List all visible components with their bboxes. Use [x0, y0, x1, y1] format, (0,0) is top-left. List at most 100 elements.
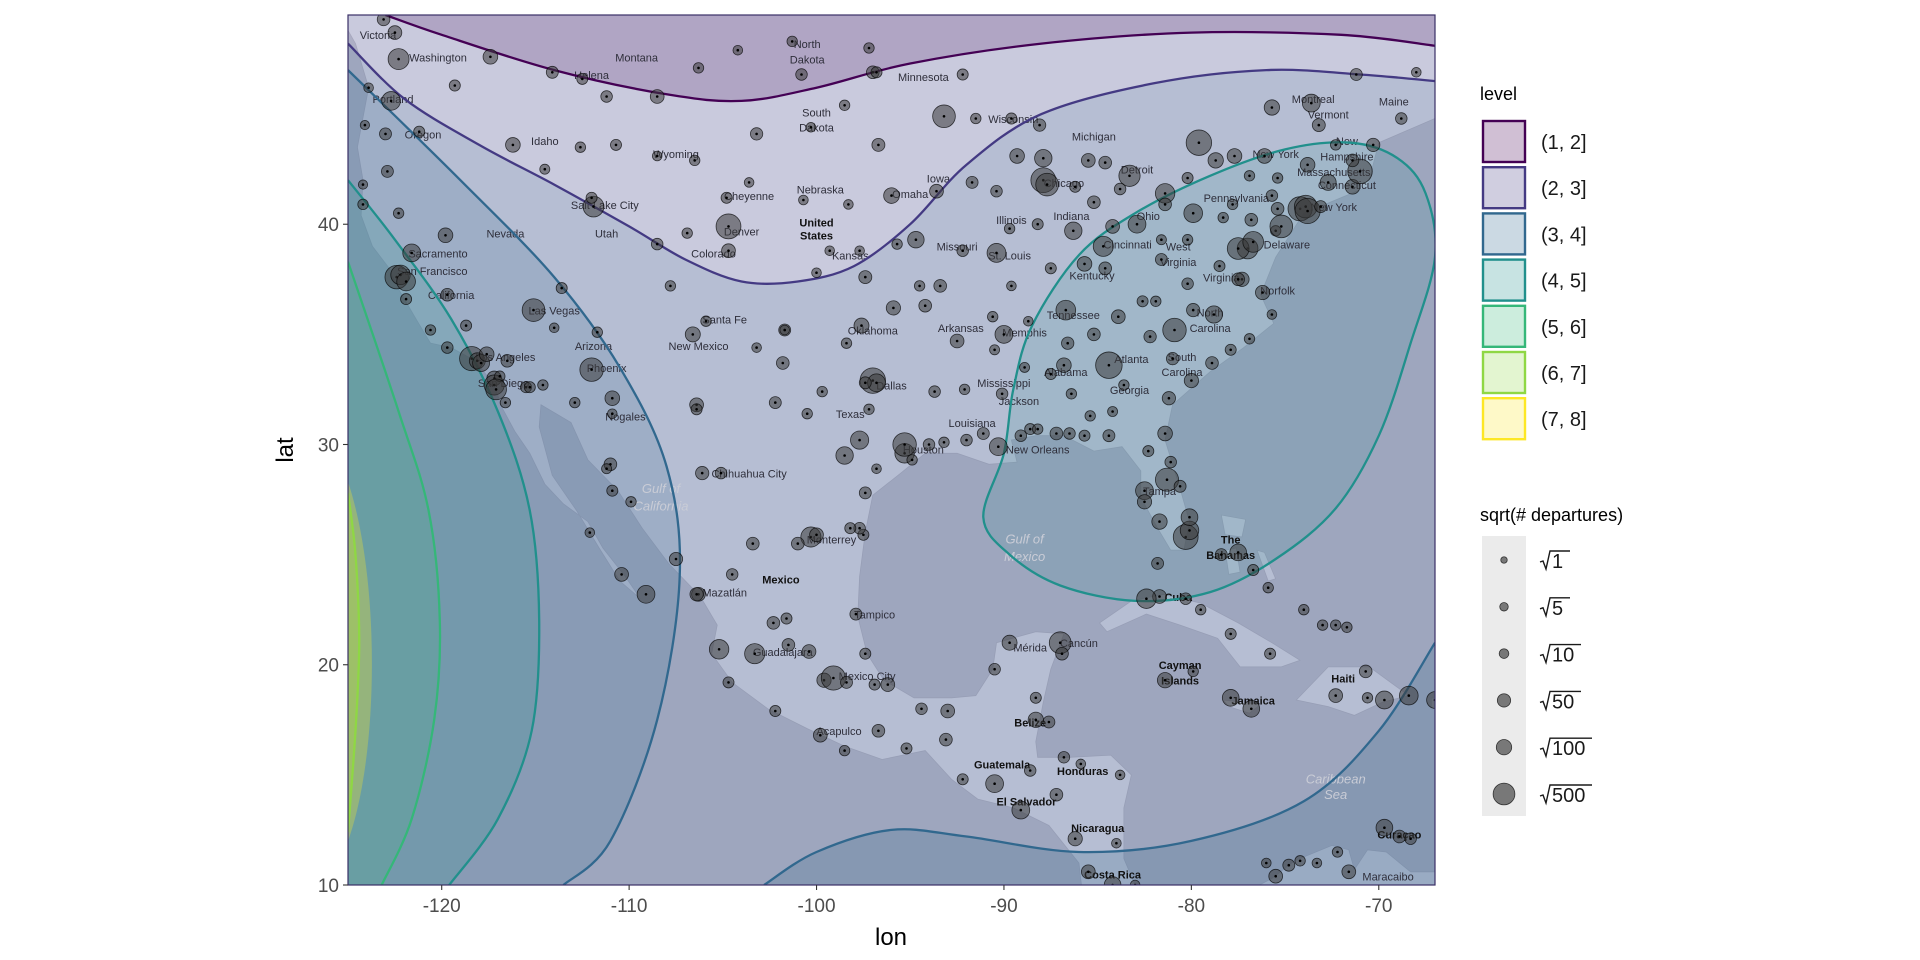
map-place-label: Mississippi — [977, 378, 1030, 390]
size-legend-label: 100 — [1552, 738, 1585, 760]
airport-dot — [404, 280, 408, 283]
airport-dot — [920, 707, 923, 711]
airport-dot — [993, 667, 996, 671]
land-shape — [1295, 666, 1410, 716]
airport-point — [1242, 700, 1261, 718]
sqrt-sign — [1539, 550, 1570, 572]
contour-band-3-4-south — [764, 642, 1435, 885]
airport-dot — [1197, 141, 1201, 144]
airport-point — [636, 584, 656, 604]
airport-dot — [1261, 291, 1264, 294]
size-legend-item: 500 — [1492, 782, 1592, 807]
airport-dot — [1088, 414, 1092, 418]
airport-point — [1221, 689, 1240, 707]
airport-dot — [1334, 623, 1337, 627]
airport-point — [726, 568, 739, 581]
airport-dot — [1062, 363, 1066, 367]
airport-point — [990, 185, 1003, 198]
airport-point — [424, 324, 437, 336]
airport-dot — [1248, 174, 1251, 178]
airport-dot — [970, 181, 974, 184]
airport-point — [499, 396, 512, 409]
airport-dot — [1070, 392, 1073, 396]
airport-dot — [1008, 227, 1011, 230]
airport-point — [1078, 429, 1091, 442]
airport-dot — [1023, 366, 1026, 369]
map-place-label: Illinois — [996, 215, 1027, 227]
airport-dot — [1415, 71, 1418, 74]
airport-dot — [963, 388, 966, 391]
airport-dot — [910, 458, 914, 462]
level-legend-key-bg — [1482, 212, 1526, 256]
airport-point — [1224, 627, 1237, 640]
x-tick-label: -70 — [1365, 896, 1392, 917]
airport-point — [892, 432, 917, 457]
airport-point — [940, 703, 956, 719]
airport-point — [1061, 336, 1075, 350]
airport-point — [986, 243, 1007, 263]
map-place-label: Sacramento — [408, 248, 467, 260]
airport-point — [1032, 423, 1044, 435]
airport-point — [1151, 557, 1164, 570]
airport-point — [359, 120, 370, 131]
airport-point — [1311, 857, 1323, 869]
airport-point — [500, 354, 515, 368]
airport-point — [768, 396, 782, 410]
airport-point — [805, 122, 817, 133]
map-place-label: Jackson — [999, 396, 1039, 408]
level-legend-swatch — [1481, 304, 1527, 348]
airport-dot — [1079, 762, 1083, 766]
airport-point — [1316, 619, 1329, 631]
airport-point — [1076, 256, 1093, 272]
airport-point — [1003, 222, 1016, 235]
size-legend-title: sqrt(# departures) — [1480, 505, 1623, 525]
contour-band-5-6 — [348, 261, 441, 885]
airport-point — [1282, 858, 1296, 872]
level-legend-item: (7, 8] — [1481, 397, 1587, 441]
airport-dot — [1118, 773, 1122, 777]
airport-point — [913, 280, 926, 292]
airport-dot — [995, 251, 998, 255]
airport-point — [1084, 410, 1096, 422]
map-place-label: El Salvador — [996, 797, 1057, 809]
airport-point — [720, 191, 733, 204]
airport-dot — [655, 95, 659, 98]
sqrt-sign — [1539, 737, 1592, 759]
airport-point — [858, 270, 873, 285]
airport-dot — [363, 123, 367, 127]
airport-dot — [695, 593, 698, 596]
airport-dot — [1347, 870, 1351, 874]
map-place-label: Dakota — [799, 123, 835, 135]
airport-point — [900, 742, 913, 755]
airport-point — [1311, 118, 1326, 133]
airport-dot — [397, 211, 400, 215]
airport-point — [1049, 426, 1064, 441]
airport-point — [1095, 351, 1123, 379]
airport-point — [1243, 333, 1256, 345]
airport-point — [1366, 137, 1381, 152]
airport-dot — [1358, 170, 1362, 173]
airport-dot — [655, 154, 659, 158]
airport-dot — [629, 500, 633, 504]
contour-line-level-2 — [385, 15, 1435, 103]
airport-dot — [590, 196, 593, 200]
airport-point — [956, 68, 969, 81]
airport-point — [850, 430, 870, 450]
airport-dot — [1270, 106, 1274, 109]
airport-point — [1118, 379, 1130, 391]
map-place-label: South — [802, 107, 831, 119]
map-place-label: Texas — [836, 409, 865, 421]
airport-dot — [1049, 372, 1053, 376]
y-tick-label: 20 — [318, 656, 339, 677]
airport-dot — [1019, 434, 1023, 438]
airport-dot — [1143, 489, 1146, 493]
airport-point — [607, 408, 618, 419]
airport-point — [1243, 170, 1256, 182]
level-legend-label: (6, 7] — [1541, 363, 1587, 385]
airport-dot — [579, 145, 582, 149]
airport-dot — [1163, 192, 1167, 195]
map-place-label: Mexico City — [839, 671, 896, 683]
airport-dot — [596, 330, 599, 334]
level-legend-label: (5, 6] — [1541, 317, 1587, 339]
